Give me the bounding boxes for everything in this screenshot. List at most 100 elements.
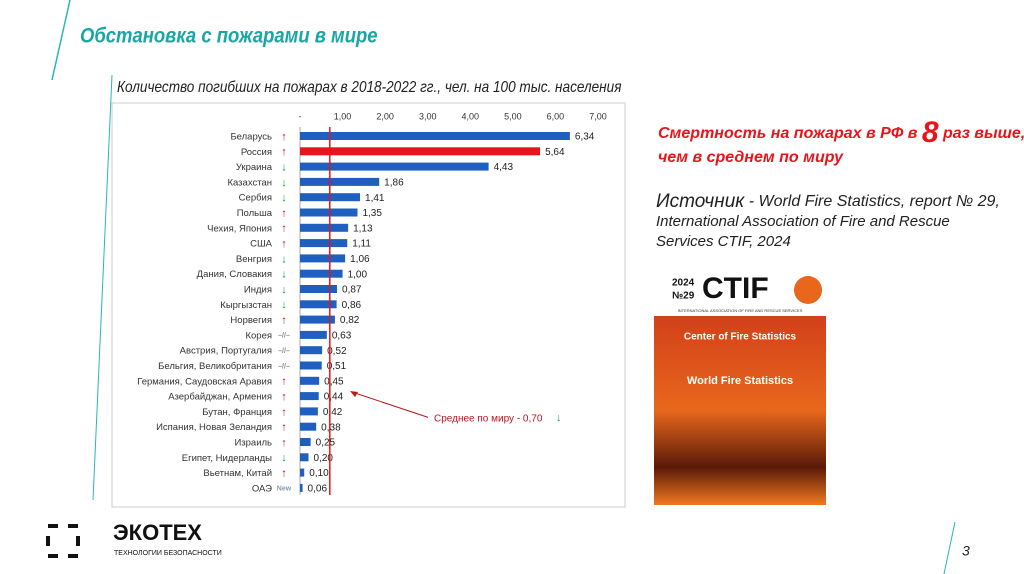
rf-note-before: Смертность на пожарах в РФ в (658, 125, 918, 142)
category-label: Азербайджан, Армения (168, 392, 272, 403)
x-tick-label: 3,00 (419, 111, 437, 121)
bar (300, 330, 327, 339)
trend-mark: ↓ (281, 284, 287, 296)
value-label: 4,43 (494, 162, 514, 173)
average-pointer (351, 391, 431, 419)
trend-mark: New (277, 486, 292, 493)
value-label: 1,06 (350, 254, 370, 265)
average-label: Среднее по миру - 0,70 (434, 414, 543, 425)
logo-mark (46, 524, 80, 558)
bar (300, 376, 320, 385)
rf-note-after: раз выше, (942, 125, 1024, 142)
trend-mark: ↓ (281, 177, 287, 189)
cover-brand: CTIF (702, 272, 769, 305)
category-label: Израиль (234, 438, 272, 449)
category-label: Испания, Новая Зеландия (156, 422, 272, 433)
slide-title: Обстановка с пожарами в мире (80, 24, 378, 47)
page-number: 3 (962, 543, 970, 559)
trend-mark: ↑ (281, 315, 287, 327)
value-label: 0,06 (308, 484, 328, 495)
cover-emblem (794, 276, 822, 304)
deco-line (51, 0, 71, 81)
x-tick-label: 7,00 (589, 111, 607, 121)
trend-mark: ↓ (281, 162, 287, 174)
bar (300, 269, 343, 278)
category-label: Египет, Нидерланды (182, 453, 272, 464)
value-label: 6,34 (575, 132, 595, 143)
source-lead: Источник (656, 191, 745, 212)
category-label: Индия (244, 285, 272, 296)
category-label: Украина (236, 162, 273, 173)
x-tick-label: 2,00 (376, 111, 394, 121)
x-tick-label: 5,00 (504, 111, 522, 121)
category-label: Сербия (239, 193, 272, 204)
category-label: США (250, 239, 273, 250)
x-tick-label: 1,00 (334, 111, 352, 121)
bar (300, 392, 319, 401)
cover-number: №29 (672, 291, 695, 302)
bar (300, 254, 346, 263)
value-label: 0,45 (324, 376, 344, 387)
trend-mark: ↑ (281, 391, 287, 403)
value-label: 0,82 (340, 315, 360, 326)
trend-mark: ↑ (281, 437, 287, 449)
average-arrowhead (350, 391, 358, 397)
trend-mark: ↑ (281, 238, 287, 250)
trend-mark: ↑ (281, 422, 287, 434)
category-label: Россия (241, 147, 272, 158)
value-label: 0,86 (342, 300, 362, 311)
cover-center: Center of Fire Statistics (684, 332, 797, 343)
bar (300, 147, 541, 156)
value-label: 1,86 (384, 178, 404, 189)
category-label: Норвегия (230, 315, 272, 326)
source-text: - World Fire Statistics, report № 29, (749, 193, 1000, 210)
rf-note-number: 8 (922, 116, 939, 149)
bar (300, 223, 349, 232)
bar (300, 422, 317, 431)
bar (300, 453, 309, 462)
category-label: Вьетнам, Китай (203, 468, 272, 479)
category-label: Германия, Саудовская Аравия (137, 376, 272, 387)
value-label: 0,44 (324, 392, 344, 403)
value-label: 0,51 (327, 361, 347, 372)
value-label: 1,00 (348, 269, 368, 280)
category-label: Бельгия, Великобритания (158, 361, 272, 372)
value-label: 0,10 (309, 468, 329, 479)
average-trend: ↓ (556, 412, 562, 424)
trend-mark: ↓ (281, 299, 287, 311)
trend-mark: ↓ (281, 269, 287, 281)
bar (300, 285, 338, 293)
deco-line (92, 74, 113, 501)
value-label: 0,42 (323, 407, 343, 418)
category-label: Беларусь (230, 132, 272, 143)
bar (300, 361, 322, 370)
bar (300, 239, 348, 248)
rf-note-line2: чем в среднем по миру (658, 149, 844, 166)
bar (300, 346, 323, 355)
value-label: 1,11 (352, 239, 371, 250)
logo: ЭКОТЕХ ТЕХНОЛОГИИ БЕЗОПАСНОСТИ (46, 520, 222, 558)
bar (300, 315, 335, 324)
value-label: 0,63 (332, 331, 352, 342)
cover-org: INTERNATIONAL ASSOCIATION OF FIRE AND RE… (678, 308, 803, 313)
bar (300, 407, 318, 416)
value-label: 0,52 (327, 346, 347, 357)
trend-mark: –//– (278, 348, 290, 355)
trend-mark: ↑ (281, 468, 287, 480)
logo-tagline: ТЕХНОЛОГИИ БЕЗОПАСНОСТИ (114, 550, 222, 557)
rf-note: Смертность на пожарах в РФ в 8 раз выше, (658, 116, 1024, 149)
category-label: ОАЭ (252, 483, 272, 494)
trend-mark: ↑ (281, 207, 287, 219)
deco-line (943, 521, 956, 574)
trend-mark: ↓ (281, 192, 287, 204)
category-label: Австрия, Португалия (180, 346, 272, 357)
bar (300, 438, 311, 446)
value-label: 1,41 (365, 193, 385, 204)
trend-mark: ↑ (281, 223, 287, 235)
value-label: 1,35 (362, 208, 382, 219)
category-label: Кыргызстан (220, 300, 272, 311)
trend-mark: ↑ (281, 406, 287, 418)
source-line3: Services CTIF, 2024 (656, 233, 791, 250)
category-label: Чехия, Япония (207, 223, 272, 234)
